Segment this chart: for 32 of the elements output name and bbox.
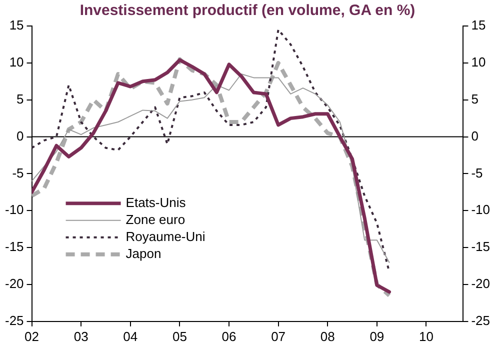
y2-tick-label: -15 [471, 239, 490, 254]
y-tick-label: -20 [4, 276, 24, 292]
x-tick-label: 02 [24, 328, 40, 344]
y2-tick-label: 10 [471, 54, 486, 70]
x-tick-label: 05 [172, 328, 187, 344]
y-tick-label: -15 [4, 239, 24, 254]
x-tick-label: 07 [271, 328, 286, 344]
y-tick-label: 15 [9, 18, 24, 33]
legend-label: Etats-Unis [126, 194, 186, 210]
y-tick-label: 0 [16, 128, 24, 144]
y-tick-label: 5 [16, 91, 24, 106]
legend-label: Japon [126, 246, 162, 261]
y2-tick-label: -5 [471, 165, 483, 180]
chart-title: Investissement productif (en volume, GA en %) [80, 2, 416, 20]
y2-tick-label: -20 [471, 276, 490, 292]
y2-tick-label: 0 [471, 128, 478, 144]
x-tick-label: 06 [222, 328, 236, 344]
legend-label: Zone euro [126, 212, 186, 227]
y2-tick-label: -10 [471, 202, 490, 218]
y-tick-label: -10 [4, 202, 24, 218]
x-tick-label: 04 [123, 328, 138, 344]
y2-tick-label: 15 [471, 18, 486, 33]
y-tick-label: -5 [12, 165, 24, 180]
x-tick-label: 09 [370, 328, 384, 344]
y-tick-label: -25 [4, 312, 24, 328]
y2-tick-label: -25 [471, 312, 490, 328]
x-tick-label: 03 [74, 328, 88, 344]
y2-tick-label: 5 [471, 91, 478, 106]
x-tick-label: 10 [419, 328, 434, 344]
y-tick-label: 10 [9, 54, 24, 70]
x-tick-label: 08 [320, 328, 335, 344]
legend-label: Royaume-Uni [126, 228, 206, 244]
